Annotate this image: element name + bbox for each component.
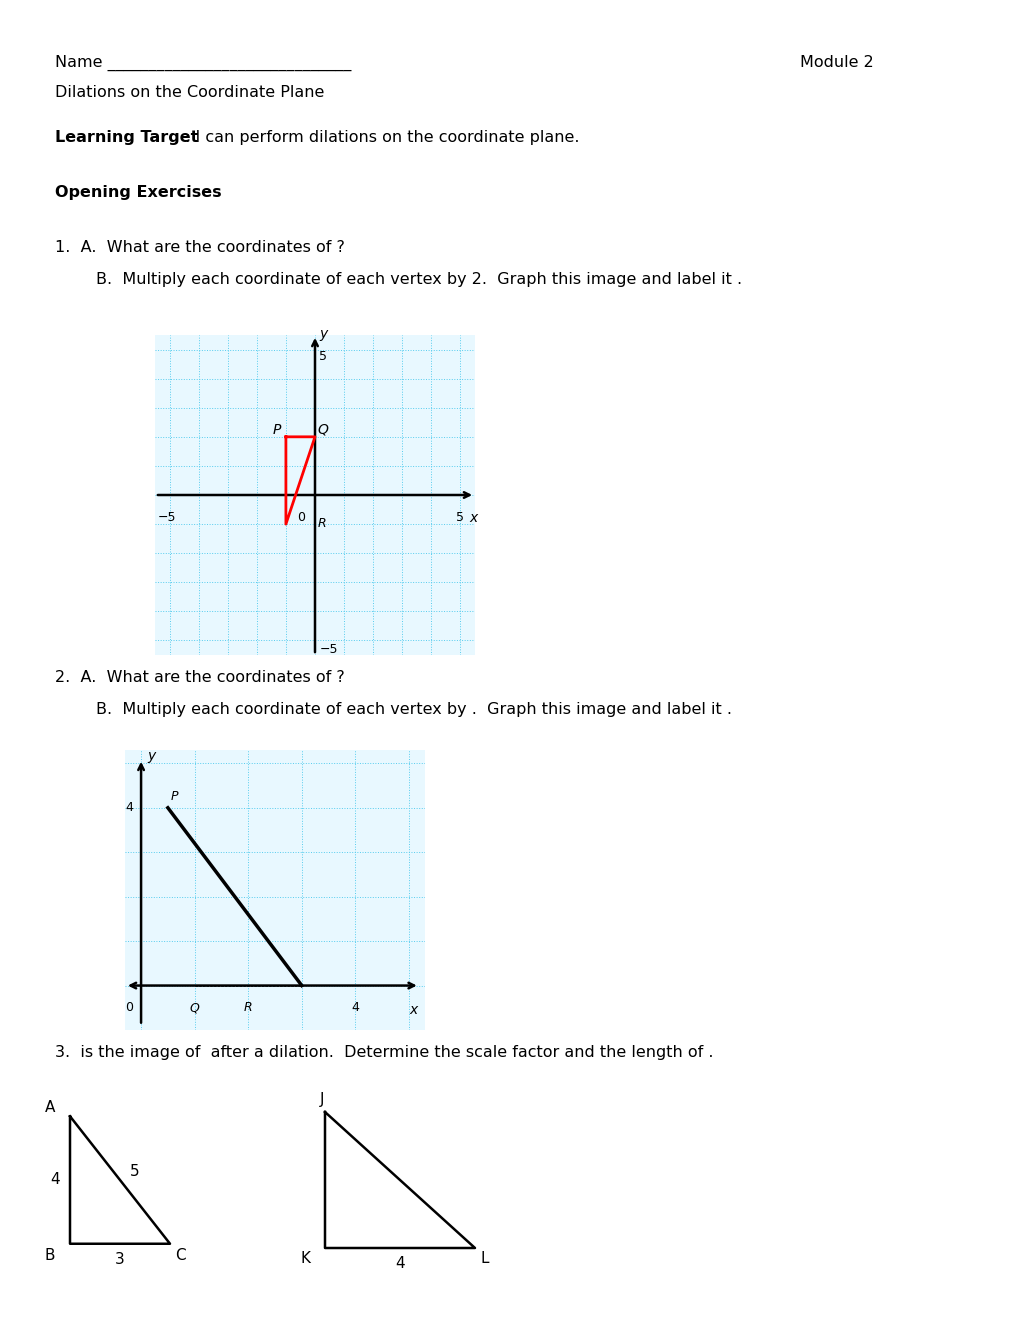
Text: 4: 4 — [394, 1257, 405, 1271]
Text: 5: 5 — [319, 350, 327, 363]
Text: 0: 0 — [125, 1001, 132, 1014]
Text: P: P — [272, 422, 281, 437]
Text: R: R — [318, 517, 326, 531]
Text: 4: 4 — [352, 1001, 359, 1014]
Text: L: L — [480, 1251, 488, 1266]
Text: Learning Target: Learning Target — [55, 129, 198, 145]
Text: Opening Exercises: Opening Exercises — [55, 185, 221, 201]
Text: 3.  is the image of  after a dilation.  Determine the scale factor and the lengt: 3. is the image of after a dilation. Det… — [55, 1045, 713, 1060]
Text: J: J — [320, 1092, 324, 1107]
Text: Module 2: Module 2 — [799, 55, 873, 70]
Text: x: x — [409, 1003, 417, 1018]
Text: 4: 4 — [50, 1172, 60, 1188]
Text: A: A — [45, 1100, 55, 1115]
Text: −5: −5 — [319, 643, 337, 656]
Text: 3: 3 — [115, 1253, 124, 1267]
Text: Name ______________________________: Name ______________________________ — [55, 55, 351, 71]
Text: P: P — [170, 791, 178, 804]
Text: 1.  A.  What are the coordinates of ?: 1. A. What are the coordinates of ? — [55, 240, 344, 255]
Text: y: y — [148, 750, 156, 763]
Text: B.  Multiply each coordinate of each vertex by .  Graph this image and label it : B. Multiply each coordinate of each vert… — [55, 702, 732, 717]
Text: K: K — [300, 1251, 310, 1266]
Text: 4: 4 — [125, 801, 132, 814]
Text: Q: Q — [318, 422, 328, 437]
Text: y: y — [319, 327, 327, 341]
Text: B: B — [45, 1247, 55, 1263]
Text: C: C — [175, 1247, 185, 1263]
Text: 5: 5 — [457, 511, 464, 524]
Text: x: x — [469, 511, 477, 525]
Text: −5: −5 — [157, 511, 175, 524]
Text: : I can perform dilations on the coordinate plane.: : I can perform dilations on the coordin… — [184, 129, 579, 145]
Text: 2.  A.  What are the coordinates of ?: 2. A. What are the coordinates of ? — [55, 671, 344, 685]
Text: Q: Q — [190, 1001, 200, 1014]
Text: 0: 0 — [297, 511, 305, 524]
Text: 5: 5 — [129, 1164, 140, 1179]
Text: R: R — [244, 1001, 253, 1014]
Text: B.  Multiply each coordinate of each vertex by 2.  Graph this image and label it: B. Multiply each coordinate of each vert… — [55, 272, 742, 286]
Text: Dilations on the Coordinate Plane: Dilations on the Coordinate Plane — [55, 84, 324, 100]
